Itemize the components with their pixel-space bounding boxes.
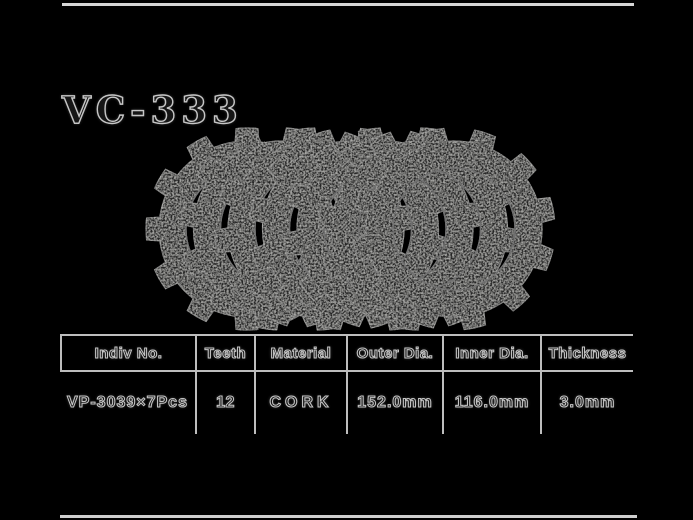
spec-header-inner-dia: Inner Dia. bbox=[444, 334, 542, 372]
clutch-plate bbox=[352, 127, 556, 331]
plate-inner-edge bbox=[219, 167, 344, 291]
bottom-rule-line bbox=[60, 515, 637, 518]
clutch-plate bbox=[317, 127, 522, 331]
spec-value-material: CORK bbox=[256, 372, 348, 434]
spec-value-teeth: 12 bbox=[197, 372, 256, 434]
spec-header-teeth: Teeth bbox=[197, 334, 256, 372]
product-code-title: VC-333 bbox=[61, 87, 243, 132]
plate-inner-edge bbox=[254, 167, 378, 291]
top-rule-line bbox=[62, 3, 634, 6]
spec-header-material: Material bbox=[256, 334, 348, 372]
clutch-plate bbox=[214, 127, 418, 331]
spec-value-outer-dia: 152.0mm bbox=[348, 372, 444, 434]
spec-value-thickness: 3.0mm bbox=[559, 394, 616, 412]
plate-inner-edge bbox=[185, 167, 309, 291]
spec-value-inner-dia: 116.0mm bbox=[444, 372, 542, 434]
clutch-plate bbox=[145, 127, 349, 331]
spec-table: Indiv No. Teeth Material Outer Dia. Inne… bbox=[60, 334, 633, 434]
spec-value-indiv-no: VP-3039×7Pcs bbox=[60, 372, 197, 434]
plate-inner-edge bbox=[288, 167, 413, 291]
plate-inner-edge bbox=[392, 167, 516, 291]
plate-inner-edge bbox=[357, 167, 482, 291]
clutch-plate bbox=[179, 127, 384, 331]
clutch-plate bbox=[249, 127, 452, 331]
clutch-plate bbox=[283, 127, 487, 331]
spec-header-outer-dia: Outer Dia. bbox=[348, 334, 444, 372]
spec-header-indiv-no: Indiv No. bbox=[60, 334, 197, 372]
spec-header-thickness: Thickness bbox=[542, 334, 633, 372]
plate-inner-edge bbox=[323, 167, 447, 291]
plate-stack bbox=[145, 127, 556, 331]
